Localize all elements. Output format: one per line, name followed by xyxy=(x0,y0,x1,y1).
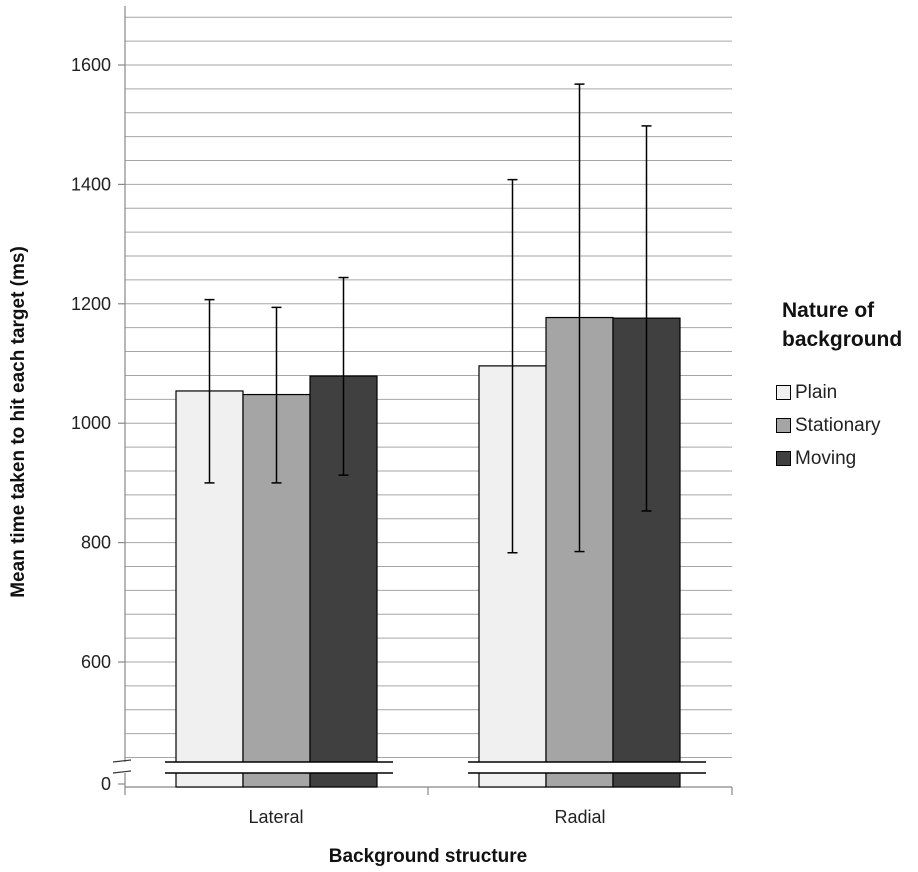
error-bars xyxy=(204,83,652,554)
y-tick-label: 1000 xyxy=(71,413,111,433)
y-tick-label: 800 xyxy=(81,533,111,553)
bar-break-gap xyxy=(468,762,706,773)
y-tick-label: 0 xyxy=(101,774,111,794)
axis-break xyxy=(112,759,706,774)
x-category-labels: Lateral Radial xyxy=(248,807,605,827)
legend-item-moving: Moving xyxy=(776,442,918,475)
bar-break-gap xyxy=(165,762,393,773)
legend-swatch xyxy=(776,385,791,400)
axis-break-line xyxy=(112,770,132,774)
legend-title-line1: Nature of xyxy=(782,299,875,322)
y-tick-label: 1400 xyxy=(71,174,111,194)
y-tick-label: 1600 xyxy=(71,55,111,75)
legend-label: Moving xyxy=(795,447,857,469)
x-category-label: Lateral xyxy=(248,807,303,827)
legend-title-line2: background xyxy=(782,328,903,351)
legend-item-stationary: Stationary xyxy=(776,409,918,442)
legend-title: Nature of background xyxy=(782,296,918,354)
axis-break-gap xyxy=(113,762,127,773)
y-tick-label: 1200 xyxy=(71,294,111,314)
legend-label: Stationary xyxy=(795,414,881,436)
legend: Plain Stationary Moving xyxy=(776,376,918,475)
x-axis-title: Background structure xyxy=(329,846,527,867)
axis-break-line xyxy=(112,759,132,763)
bars xyxy=(175,316,681,788)
y-tick-labels: 0 600 800 1000 1200 1400 1600 xyxy=(71,55,111,794)
legend-label: Plain xyxy=(795,381,838,403)
legend-swatch xyxy=(776,418,791,433)
y-tick-label: 600 xyxy=(81,652,111,672)
legend-swatch xyxy=(776,451,791,466)
x-category-label: Radial xyxy=(554,807,605,827)
legend-item-plain: Plain xyxy=(776,376,918,409)
y-axis-title: Mean time taken to hit each target (ms) xyxy=(8,246,29,598)
